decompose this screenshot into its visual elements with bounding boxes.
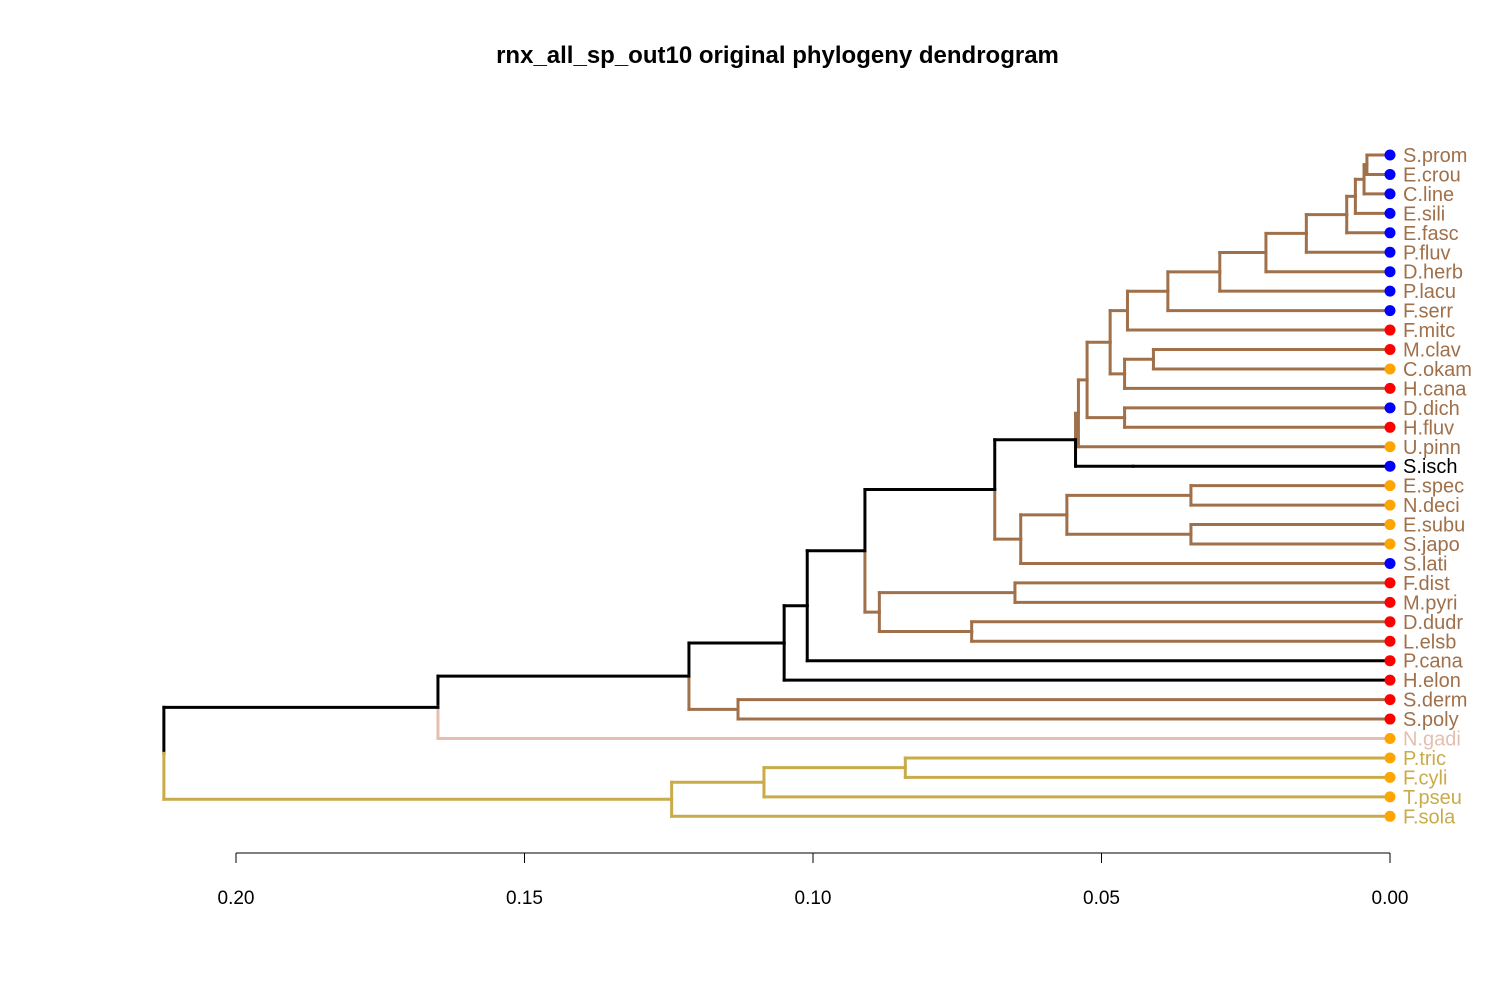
x-tick-label-0: 0.20 bbox=[218, 888, 255, 909]
leaf-dot-t-pseu bbox=[1384, 791, 1396, 803]
x-tick-label-1: 0.15 bbox=[506, 888, 543, 909]
leaf-label-t-pseu: T.pseu bbox=[1403, 787, 1462, 809]
leaf-dot-f-cyli bbox=[1384, 771, 1396, 783]
leaf-dot-s-prom bbox=[1384, 149, 1396, 161]
leaf-label-s-lati: S.lati bbox=[1403, 553, 1447, 575]
leaf-label-s-poly: S.poly bbox=[1403, 709, 1459, 731]
x-tick-label-3: 0.05 bbox=[1083, 888, 1120, 909]
leaf-dot-d-dudr bbox=[1384, 616, 1396, 628]
leaf-dot-m-clav bbox=[1384, 344, 1396, 355]
leaf-dot-e-crou bbox=[1384, 168, 1396, 180]
leaf-dot-f-mitc bbox=[1384, 324, 1396, 336]
leaf-label-s-japo: S.japo bbox=[1403, 534, 1460, 556]
leaf-dot-m-pyri bbox=[1384, 596, 1396, 608]
leaf-label-m-clav: M.clav bbox=[1403, 340, 1461, 362]
leaf-markers: S.promE.crouC.lineE.siliE.fascP.fluvD.he… bbox=[1384, 145, 1472, 828]
leaf-dot-h-cana bbox=[1384, 382, 1396, 394]
leaf-label-p-cana: P.cana bbox=[1403, 651, 1464, 673]
leaf-label-f-mitc: F.mitc bbox=[1403, 320, 1455, 342]
leaf-dot-h-elon bbox=[1384, 674, 1396, 686]
leaf-dot-n-gadi bbox=[1384, 733, 1396, 744]
x-tick-label-4: 0.00 bbox=[1372, 888, 1409, 909]
leaf-dot-h-fluv bbox=[1384, 421, 1396, 433]
leaf-label-s-derm: S.derm bbox=[1403, 690, 1467, 712]
leaf-label-n-gadi: N.gadi bbox=[1403, 729, 1461, 751]
leaf-dot-p-cana bbox=[1384, 655, 1396, 667]
leaf-dot-d-herb bbox=[1384, 266, 1396, 278]
x-axis: 0.20 0.15 0.10 0.05 0.00 bbox=[218, 852, 1409, 909]
leaf-dot-u-pinn bbox=[1384, 441, 1396, 453]
leaf-label-p-tric: P.tric bbox=[1403, 748, 1446, 770]
chart-title: rnx_all_sp_out10 original phylogeny dend… bbox=[496, 42, 1059, 69]
leaf-dot-l-elsb bbox=[1384, 635, 1396, 647]
leaf-label-e-spec: E.spec bbox=[1403, 476, 1464, 498]
leaf-dot-s-poly bbox=[1384, 713, 1396, 725]
leaf-label-f-dist: F.dist bbox=[1403, 573, 1450, 595]
leaf-label-d-dich: D.dich bbox=[1403, 398, 1460, 420]
leaf-dot-p-fluv bbox=[1384, 246, 1396, 258]
leaf-label-d-dudr: D.dudr bbox=[1403, 612, 1463, 634]
leaf-label-c-line: C.line bbox=[1403, 184, 1454, 206]
leaf-label-p-lacu: P.lacu bbox=[1403, 281, 1456, 303]
leaf-label-h-fluv: H.fluv bbox=[1403, 417, 1454, 439]
leaf-dot-f-sola bbox=[1384, 810, 1396, 822]
leaf-label-s-isch: S.isch bbox=[1403, 456, 1457, 478]
leaf-dot-f-dist bbox=[1384, 577, 1396, 589]
leaf-dot-p-tric bbox=[1384, 752, 1396, 764]
leaf-label-f-sola: F.sola bbox=[1403, 806, 1456, 828]
leaf-dot-c-okam bbox=[1384, 363, 1396, 375]
leaf-dot-s-derm bbox=[1384, 694, 1396, 706]
leaf-dot-s-isch bbox=[1384, 460, 1396, 472]
leaf-label-d-herb: D.herb bbox=[1403, 262, 1463, 284]
leaf-label-e-fasc: E.fasc bbox=[1403, 223, 1459, 245]
leaf-label-s-prom: S.prom bbox=[1403, 145, 1467, 167]
leaf-label-u-pinn: U.pinn bbox=[1403, 437, 1461, 459]
leaf-dot-e-spec bbox=[1384, 480, 1396, 492]
leaf-label-l-elsb: L.elsb bbox=[1403, 631, 1456, 653]
leaf-dot-e-subu bbox=[1384, 519, 1396, 531]
leaf-label-n-deci: N.deci bbox=[1403, 495, 1460, 517]
dendrogram-branches bbox=[162, 153, 1392, 818]
leaf-dot-f-serr bbox=[1384, 305, 1396, 317]
leaf-label-e-crou: E.crou bbox=[1403, 164, 1461, 186]
leaf-label-h-cana: H.cana bbox=[1403, 378, 1467, 400]
leaf-dot-s-japo bbox=[1384, 538, 1396, 550]
leaf-label-e-sili: E.sili bbox=[1403, 203, 1445, 225]
leaf-label-f-cyli: F.cyli bbox=[1403, 767, 1447, 789]
leaf-label-m-pyri: M.pyri bbox=[1403, 592, 1457, 614]
leaf-label-f-serr: F.serr bbox=[1403, 301, 1453, 323]
leaf-dot-e-fasc bbox=[1384, 227, 1396, 239]
leaf-dot-c-line bbox=[1384, 188, 1396, 200]
leaf-dot-n-deci bbox=[1384, 499, 1396, 511]
x-tick-label-2: 0.10 bbox=[795, 888, 832, 909]
leaf-dot-s-lati bbox=[1384, 557, 1396, 569]
leaf-dot-p-lacu bbox=[1384, 285, 1396, 297]
leaf-label-c-okam: C.okam bbox=[1403, 359, 1472, 381]
leaf-dot-e-sili bbox=[1384, 207, 1396, 219]
leaf-label-p-fluv: P.fluv bbox=[1403, 242, 1450, 264]
leaf-dot-d-dich bbox=[1384, 402, 1396, 414]
leaf-label-h-elon: H.elon bbox=[1403, 670, 1461, 692]
leaf-label-e-subu: E.subu bbox=[1403, 515, 1465, 537]
